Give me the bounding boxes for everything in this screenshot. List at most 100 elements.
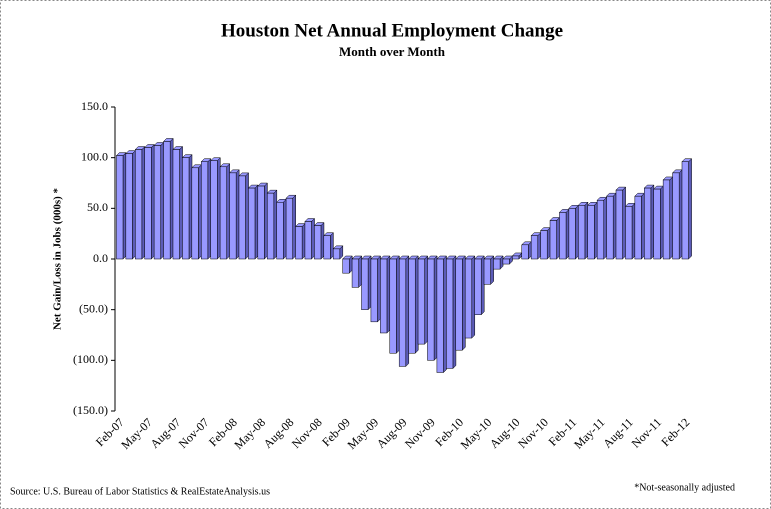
bar — [257, 185, 265, 260]
bar — [172, 149, 180, 260]
bar — [219, 166, 227, 260]
bar-side — [235, 169, 240, 260]
y-tick-label: (150.0) — [73, 403, 108, 417]
bar-side — [405, 255, 410, 368]
bar — [427, 258, 435, 361]
bar — [672, 172, 680, 260]
bar-side — [424, 255, 428, 345]
bar-side — [207, 158, 212, 260]
bar-side — [226, 163, 230, 260]
bar-side — [575, 204, 579, 260]
bar — [464, 258, 473, 339]
bar — [446, 258, 454, 369]
bar-side — [490, 255, 494, 285]
bar — [559, 212, 567, 260]
note: *Not-seasonally adjusted — [634, 482, 735, 493]
source: Source: U.S. Bureau of Labor Statistics … — [10, 486, 270, 497]
bar — [342, 258, 350, 274]
bar — [229, 172, 237, 260]
bar-side — [396, 255, 400, 354]
bar — [530, 235, 539, 260]
bar-side — [122, 152, 127, 260]
bar — [285, 197, 293, 260]
y-axis-label: Net Gain/Loss in Jobs (000s) * — [52, 187, 64, 330]
chart-title: Houston Net Annual Employment Change — [221, 20, 563, 41]
chart-subtitle: Month over Month — [339, 44, 446, 59]
bar — [398, 258, 407, 367]
bar-side — [283, 198, 287, 260]
bar-side — [660, 185, 664, 260]
bar — [549, 220, 557, 260]
bar — [540, 230, 548, 260]
bar-side — [584, 201, 589, 260]
bar-side — [433, 255, 438, 361]
bar-side — [622, 186, 626, 260]
bar — [248, 187, 256, 260]
bar-side — [311, 217, 315, 260]
bar — [587, 205, 595, 260]
bar — [182, 157, 190, 260]
bar — [578, 205, 586, 260]
bar — [408, 258, 416, 354]
y-tick-label: (100.0) — [73, 352, 108, 366]
bar-side — [546, 227, 551, 260]
bar — [615, 189, 623, 260]
bar-side — [301, 222, 306, 260]
bar-side — [603, 196, 607, 260]
bar-side — [320, 221, 325, 260]
bar-side — [471, 255, 476, 339]
bar-side — [688, 158, 692, 260]
bar-side — [198, 164, 202, 260]
bar-side — [292, 194, 296, 260]
bar — [361, 258, 369, 310]
bar — [238, 175, 246, 260]
bar — [653, 188, 661, 260]
bar — [144, 147, 152, 260]
bar — [201, 161, 209, 260]
bar — [323, 235, 331, 260]
bar — [380, 258, 388, 334]
bar — [304, 221, 312, 260]
bar-side — [217, 157, 221, 260]
bar-side — [480, 255, 485, 316]
bar-side — [132, 150, 136, 260]
bar — [163, 141, 171, 260]
bar-side — [556, 216, 560, 260]
bar — [210, 160, 218, 260]
bar-side — [631, 202, 636, 260]
bar-side — [641, 192, 645, 260]
bar-side — [462, 255, 466, 351]
bar — [502, 258, 510, 265]
bar — [521, 244, 529, 260]
bar-side — [273, 189, 278, 260]
bar-side — [669, 176, 673, 260]
bar — [191, 167, 199, 260]
bar — [568, 208, 576, 260]
bar-side — [141, 145, 146, 260]
bar-side — [188, 154, 193, 260]
bar-side — [179, 145, 183, 260]
bar — [455, 258, 463, 351]
bar-side — [443, 255, 447, 374]
bar-side — [245, 172, 249, 260]
bar — [644, 187, 652, 260]
bar — [681, 161, 689, 260]
bar-side — [377, 255, 381, 323]
bar — [417, 258, 425, 345]
bar-side — [594, 201, 598, 260]
bar — [314, 225, 322, 260]
bar — [389, 258, 397, 354]
bar — [370, 258, 378, 323]
bar — [351, 258, 359, 288]
y-tick-label: 0.0 — [93, 251, 108, 265]
bar — [606, 195, 614, 260]
bar-side — [358, 255, 362, 288]
bar — [295, 226, 303, 260]
bar-side — [452, 255, 457, 370]
y-tick-label: 50.0 — [87, 200, 108, 214]
bar-side — [386, 255, 391, 334]
bar — [493, 258, 501, 270]
bar — [474, 258, 482, 315]
bar — [634, 195, 642, 260]
